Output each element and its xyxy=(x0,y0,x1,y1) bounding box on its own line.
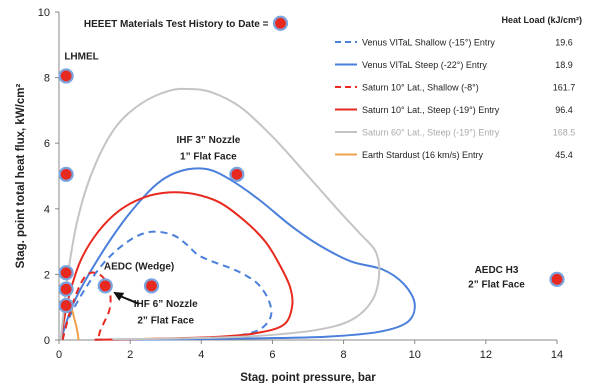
annotations-layer: HEEET Materials Test History to Date = LH… xyxy=(64,15,525,327)
legend-label-1: Venus VITaL Steep (-22°) Entry xyxy=(362,60,487,70)
x-tick-label: 12 xyxy=(480,349,492,361)
annotation-label: IHF 3” Nozzle xyxy=(176,135,240,146)
series-line-1 xyxy=(59,167,416,341)
legend-heat-load-3: 96.4 xyxy=(555,105,573,115)
legend-label-0: Venus VITaL Shallow (-15°) Entry xyxy=(362,38,495,48)
legend-heat-load-header: Heat Load (kJ/cm²) xyxy=(501,15,582,25)
legend-heat-load-5: 45.4 xyxy=(555,150,573,160)
legend-label-3: Saturn 10° Lat., Steep (-19°) Entry xyxy=(362,105,500,115)
annotation-label: AEDC (Wedge) xyxy=(104,261,174,272)
annotation-arrow-head xyxy=(113,291,125,301)
x-tick-label: 14 xyxy=(551,349,563,361)
annotation-marker-key xyxy=(272,15,289,31)
annotation-label: HEEET Materials Test History to Date = xyxy=(84,19,269,30)
annotation-label: LHMEL xyxy=(64,52,98,63)
x-tick-label: 8 xyxy=(341,349,347,361)
y-tick-label: 6 xyxy=(44,138,50,150)
annotation-label: 2” Flat Face xyxy=(137,316,194,327)
legend-heat-load-4: 168.5 xyxy=(553,128,576,138)
y-axis-label: Stag. point total heat flux, kW/cm² xyxy=(15,84,27,269)
legend-label-5: Earth Stardust (16 km/s) Entry xyxy=(362,150,484,160)
test-point-marker xyxy=(97,278,113,294)
legend-heat-load-2: 161.7 xyxy=(553,83,576,93)
annotation-label: 1” Flat Face xyxy=(180,152,237,163)
series-line-4 xyxy=(59,87,381,341)
test-point-marker xyxy=(58,297,74,314)
legend-heat-load-0: 19.6 xyxy=(555,38,573,48)
test-point-marker xyxy=(58,68,74,84)
x-tick-label: 2 xyxy=(127,349,133,361)
test-point-marker xyxy=(58,166,74,182)
test-point-marker xyxy=(58,265,74,281)
series-layer xyxy=(59,87,416,341)
y-tick-label: 0 xyxy=(44,335,50,347)
y-ticks: 0 2 4 6 8 10 xyxy=(38,7,59,347)
legend-items: Venus VITaL Shallow (-15°) Entry 19.6 Venu… xyxy=(335,38,576,160)
y-tick-label: 2 xyxy=(44,269,50,281)
test-point-marker xyxy=(549,271,565,287)
x-ticks: 0 2 4 6 8 10 12 14 xyxy=(56,340,563,361)
test-point-marker xyxy=(58,281,74,297)
y-tick-label: 10 xyxy=(38,7,50,19)
annotation-label: 2” Flat Face xyxy=(468,280,525,291)
x-tick-label: 4 xyxy=(198,349,204,361)
legend-label-2: Saturn 10° Lat., Shallow (-8°) xyxy=(362,83,479,93)
y-tick-label: 8 xyxy=(44,73,50,85)
x-tick-label: 10 xyxy=(409,349,421,361)
test-point-marker xyxy=(143,278,160,294)
test-points-layer xyxy=(58,68,565,314)
annotation-label: AEDC H3 xyxy=(475,265,519,276)
legend-heat-load-1: 18.9 xyxy=(555,60,573,70)
legend: Heat Load (kJ/cm²) Venus VITaL Shallow (… xyxy=(335,15,582,160)
legend-label-4: Saturn 60° Lat., Steep (-19°) Entry xyxy=(362,128,500,138)
axes: 0 2 4 6 8 10 12 14 0 2 4 6 8 10 Stag. point pressure… xyxy=(15,7,563,383)
x-tick-label: 6 xyxy=(269,349,275,361)
test-point-marker xyxy=(229,166,245,182)
x-axis-label: Stag. point pressure, bar xyxy=(240,372,376,383)
y-tick-label: 4 xyxy=(44,204,50,216)
annotation-label: IHF 6” Nozzle xyxy=(134,299,198,310)
x-tick-label: 0 xyxy=(56,349,62,361)
